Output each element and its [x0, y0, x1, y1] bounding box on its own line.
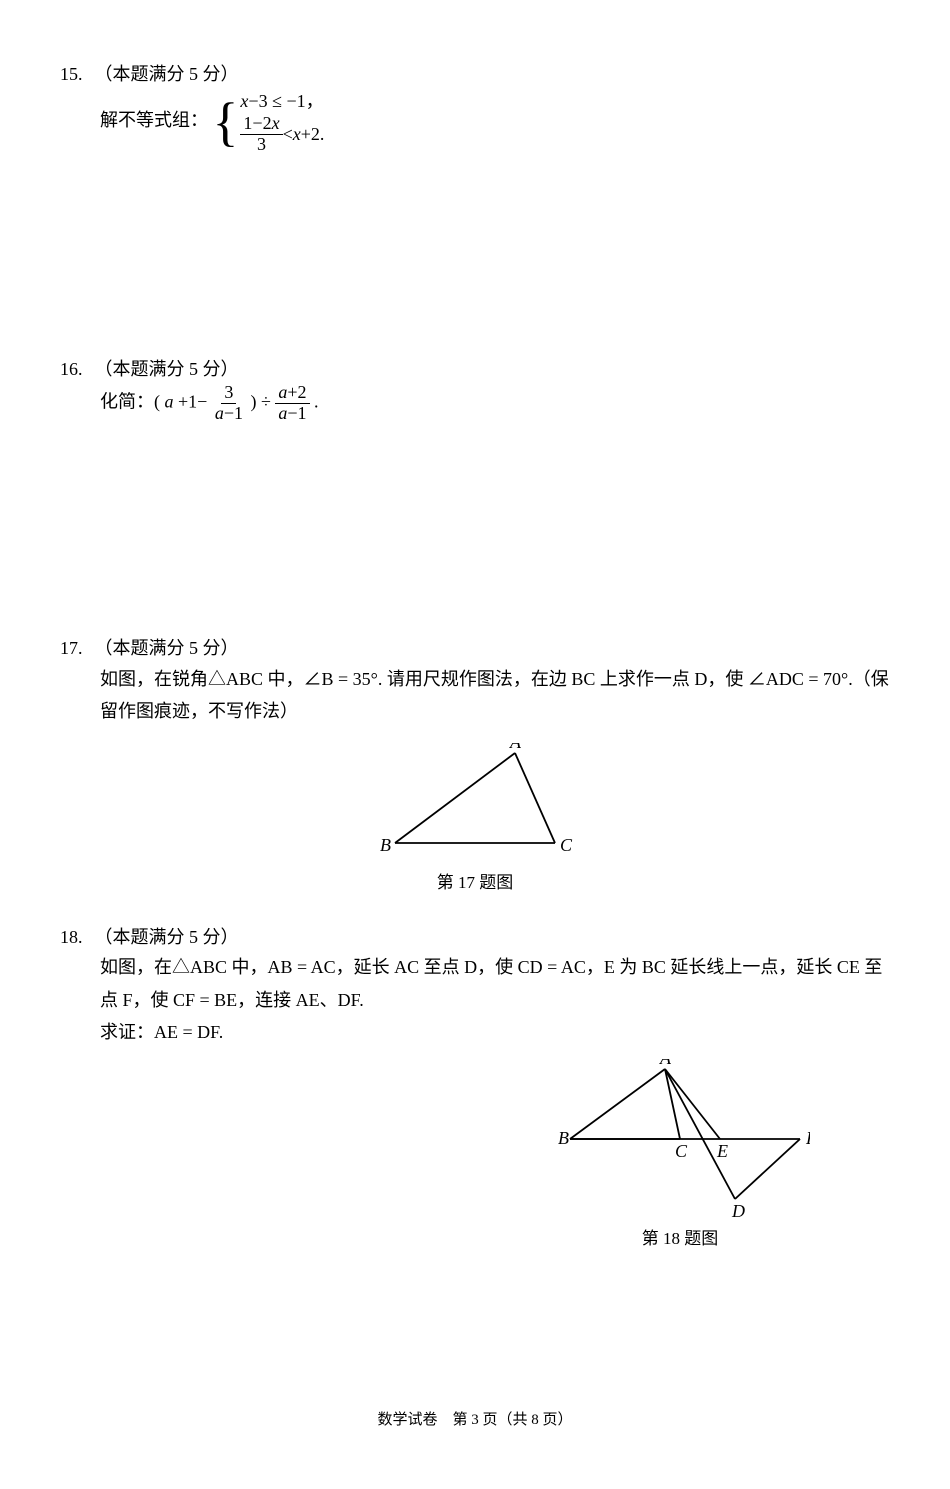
q17-body-text: 如图，在锐角△ABC 中，∠B = 35°. 请用尺规作图法，在边 BC 上求作… [100, 669, 889, 721]
q16-f2-num-var: a [278, 382, 287, 402]
svg-text:D: D [731, 1201, 745, 1219]
q16-header-text: （本题满分 5 分） [95, 359, 239, 379]
svg-text:E: E [716, 1141, 728, 1161]
svg-text:A: A [509, 743, 522, 752]
q17-body: 如图，在锐角△ABC 中，∠B = 35°. 请用尺规作图法，在边 BC 上求作… [60, 663, 890, 728]
q16-fraction-1: 3 a−1 [212, 383, 246, 424]
q16-header: 16. （本题满分 5 分） [60, 355, 890, 384]
left-brace-icon: { [213, 95, 239, 149]
q16-rparen-div: ) ÷ [250, 392, 270, 412]
q15-frac-den: 3 [254, 135, 269, 155]
q15-l2-end: +2. [301, 122, 325, 147]
q16-f2-num-rest: +2 [287, 382, 306, 402]
q16-fraction-2: a+2 a−1 [275, 383, 309, 424]
q15-frac-num: 1−2x [240, 114, 282, 135]
q18-header-text: （本题满分 5 分） [95, 927, 239, 947]
q18-body1: 如图，在△ABC 中，AB = AC，延长 AC 至点 D，使 CD = AC，… [100, 951, 890, 1016]
triangle-abc-diagram: A B C [375, 743, 575, 863]
q15-l2-lt: < [283, 122, 293, 147]
question-16: 16. （本题满分 5 分） 化简：( a +1− 3 a−1 ) ÷ a+2 … [60, 355, 890, 424]
page-footer: 数学试卷 第 3 页（共 8 页） [0, 1408, 950, 1429]
q17-header: 17. （本题满分 5 分） [60, 634, 890, 663]
q18-number: 18. [60, 923, 90, 952]
q18-header: 18. （本题满分 5 分） [60, 923, 890, 952]
q15-fraction: 1−2x 3 [240, 114, 282, 155]
q16-body: 化简：( a +1− 3 a−1 ) ÷ a+2 a−1 . [60, 383, 890, 424]
q15-prompt: 解不等式组： [100, 110, 208, 130]
svg-text:C: C [675, 1141, 688, 1161]
q16-plus1minus: +1− [178, 392, 207, 412]
q15-l1-rest: −3 ≤ −1， [248, 89, 323, 114]
q17-figure: A B C 第 17 题图 [60, 743, 890, 893]
svg-text:A: A [659, 1059, 672, 1068]
q16-a1: a [165, 392, 174, 412]
exam-page: 15. （本题满分 5 分） 解不等式组： { x −3 ≤ −1， 1−2x [0, 0, 950, 1489]
inequality-system: { x −3 ≤ −1， 1−2x 3 < x [213, 89, 325, 155]
q16-f2-den: a−1 [275, 404, 309, 424]
svg-text:F: F [805, 1128, 810, 1148]
q16-f2-den-var: a [278, 403, 287, 423]
q15-frac-num-var: x [272, 113, 280, 133]
svg-text:C: C [560, 835, 573, 855]
q17-header-text: （本题满分 5 分） [95, 638, 239, 658]
q18-body2: 求证：AE = DF. [100, 1016, 890, 1048]
q16-f2-den-rest: −1 [287, 403, 306, 423]
inequality-lines: x −3 ≤ −1， 1−2x 3 < x +2. [240, 89, 324, 155]
inequality-line-1: x −3 ≤ −1， [240, 89, 324, 114]
q18-figure: A B C E F D 第 18 题图 [60, 1059, 890, 1249]
q15-header-text: （本题满分 5 分） [95, 64, 239, 84]
q15-l2-var: x [293, 122, 301, 147]
svg-text:B: B [380, 835, 391, 855]
q17-caption: 第 17 题图 [60, 868, 890, 893]
question-18: 18. （本题满分 5 分） 如图，在△ABC 中，AB = AC，延长 AC … [60, 923, 890, 1249]
q18-caption: 第 18 题图 [550, 1224, 810, 1249]
q17-number: 17. [60, 634, 90, 663]
q18-body: 如图，在△ABC 中，AB = AC，延长 AC 至点 D，使 CD = AC，… [60, 951, 890, 1048]
question-17: 17. （本题满分 5 分） 如图，在锐角△ABC 中，∠B = 35°. 请用… [60, 634, 890, 893]
q15-header: 15. （本题满分 5 分） [60, 60, 890, 89]
q15-number: 15. [60, 60, 90, 89]
q16-f1-den-rest: −1 [224, 403, 243, 423]
q16-f2-num: a+2 [275, 383, 309, 404]
q16-f1-den-var: a [215, 403, 224, 423]
q16-f1-den: a−1 [212, 404, 246, 424]
q16-period: . [314, 392, 319, 412]
q15-frac-num-left: 1−2 [243, 113, 271, 133]
svg-text:B: B [558, 1128, 569, 1148]
triangle-abcdef-diagram: A B C E F D [550, 1059, 810, 1219]
inequality-line-2: 1−2x 3 < x +2. [240, 114, 324, 155]
question-15: 15. （本题满分 5 分） 解不等式组： { x −3 ≤ −1， 1−2x [60, 60, 890, 155]
q15-body: 解不等式组： { x −3 ≤ −1， 1−2x 3 [60, 89, 890, 155]
q16-prompt: 化简：( [100, 392, 160, 412]
q16-number: 16. [60, 355, 90, 384]
q15-l1-x: x [240, 89, 248, 114]
q16-f1-num: 3 [221, 383, 236, 404]
